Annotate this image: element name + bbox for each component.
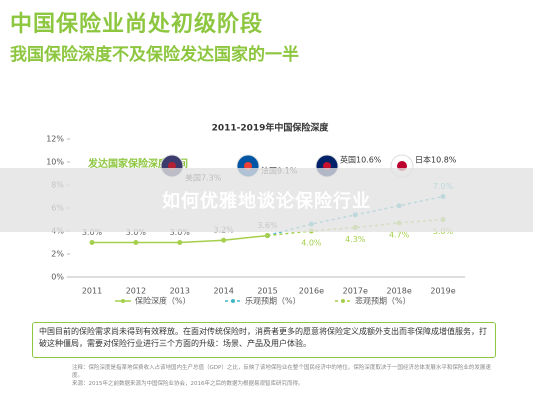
- data-point: [177, 240, 183, 245]
- annotation: 英国10.6%: [340, 155, 382, 165]
- data-label: 3.0%: [82, 228, 103, 237]
- chart-title: 2011-2019年中国保险深度: [212, 122, 330, 134]
- legend-label: 悲观预期（%）: [355, 296, 411, 306]
- legend-label: 保险深度（%）: [135, 296, 191, 306]
- data-point: [265, 233, 270, 239]
- y-tick-label: 2%: [51, 250, 64, 259]
- data-label: 3.0%: [126, 228, 147, 237]
- legend-dot: [231, 299, 235, 303]
- chart: 2011-2019年中国保险深度 0%2%4%6%8%10%12%2011201…: [46, 122, 465, 306]
- data-label: 4.7%: [389, 230, 410, 239]
- data-label: 4.3%: [345, 235, 366, 244]
- legend-label: 乐观预期（%）: [245, 296, 301, 306]
- x-tick-label: 2016e: [299, 287, 324, 296]
- note: 中国目前的保险需求尚未得到有效释放。在面对传统保险时，消费者更多的愿意将保险定义…: [32, 322, 496, 358]
- footnote: 注释：保险深度是指某地保费收入占该地国内生产总值（GDP）之比，反映了该地保险业…: [72, 365, 491, 379]
- x-tick-label: 2014: [213, 287, 233, 296]
- footnotes: 注释：保险深度是指某地保费收入占该地国内生产总值（GDP）之比，反映了该地保险业…: [72, 364, 492, 388]
- header-title: 中国保险业尚处初级阶段: [10, 12, 264, 37]
- data-label: 4.0%: [301, 239, 322, 248]
- header-subtitle: 我国保险深度不及保险发达国家的一半: [10, 45, 299, 65]
- data-point: [89, 240, 95, 245]
- x-tick-label: 2017e: [343, 287, 368, 296]
- y-tick-label: 12%: [46, 135, 64, 144]
- x-tick-label: 2018e: [386, 287, 411, 296]
- x-tick-label: 2015: [257, 287, 277, 296]
- x-tick-label: 2019e: [430, 287, 455, 296]
- legend-dot: [341, 299, 345, 303]
- annotation: 日本10.8%: [415, 155, 457, 165]
- x-tick-label: 2013: [170, 287, 190, 296]
- y-tick-label: 10%: [46, 158, 64, 167]
- x-tick-label: 2012: [126, 287, 146, 296]
- data-point: [221, 237, 227, 243]
- footnote: 来源：2015年之前数据来源为中国保险业协会，2016年之后的数据为根据易观智库…: [72, 381, 304, 387]
- x-tick-label: 2011: [82, 287, 102, 296]
- y-tick-label: 0%: [51, 273, 64, 282]
- banner: 如何优雅地谈论保险行业: [0, 168, 533, 232]
- data-point: [133, 240, 139, 245]
- data-label: 3.0%: [170, 228, 191, 237]
- legend-dot: [121, 299, 125, 303]
